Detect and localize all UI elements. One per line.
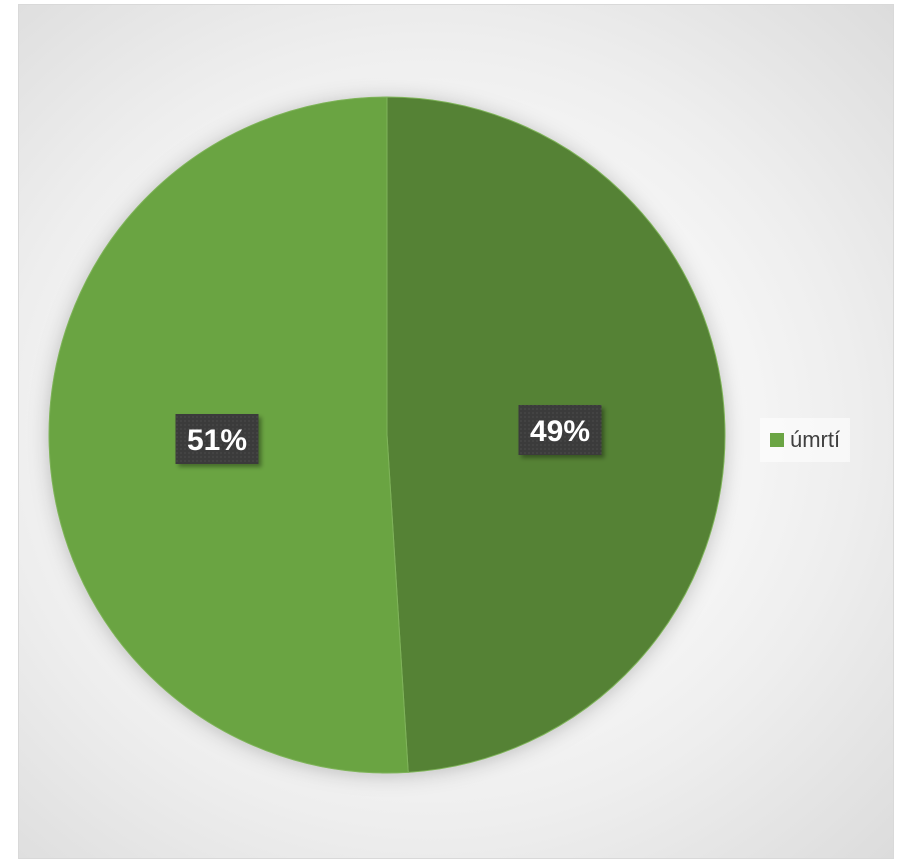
data-label-text: 49%	[530, 415, 590, 448]
data-label-text: 51%	[187, 424, 247, 457]
legend: úmrtí	[760, 418, 851, 462]
data-label-49pct: 49%	[518, 405, 602, 455]
legend-swatch	[770, 433, 784, 447]
data-label-51pct: 51%	[175, 414, 259, 464]
legend-label: úmrtí	[790, 427, 841, 452]
